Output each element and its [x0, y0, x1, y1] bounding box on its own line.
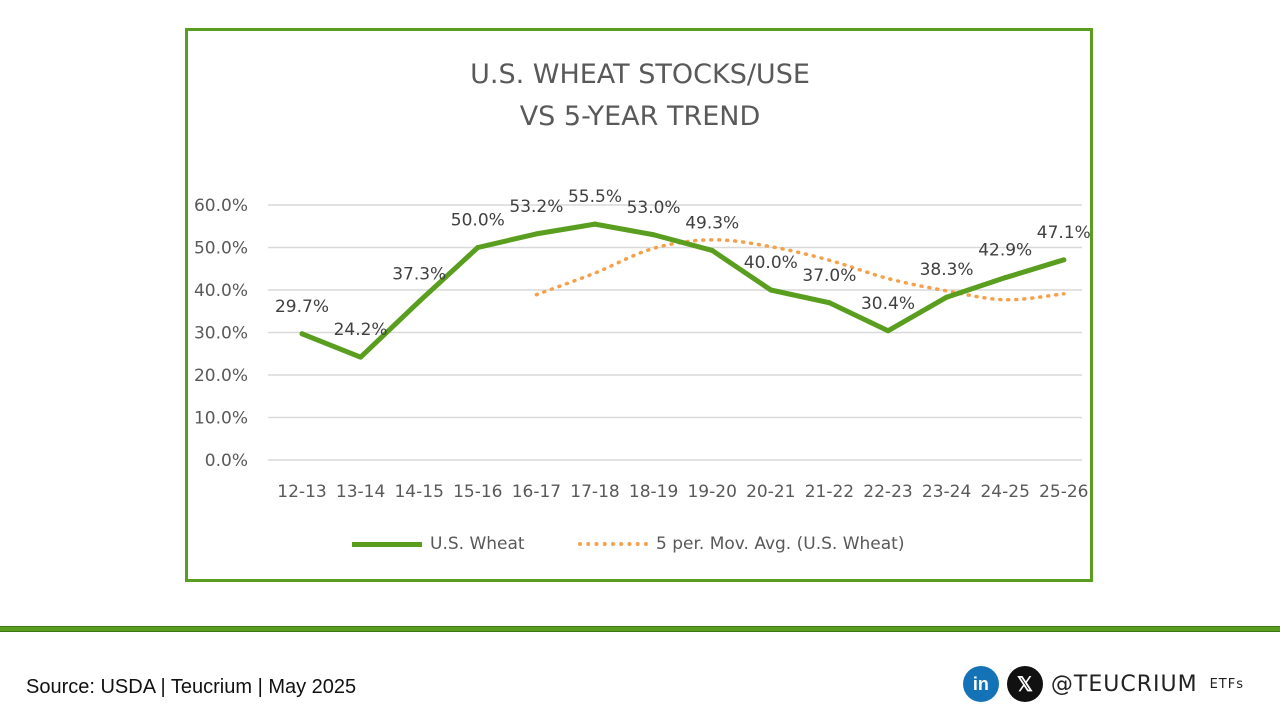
source-note: Source: USDA | Teucrium | May 2025 [26, 676, 357, 698]
data-point [885, 328, 891, 334]
green-divider [0, 626, 1280, 632]
social-links: in 𝕏 @TEUCRIUM ETFs [962, 666, 1244, 702]
x-tick-label: 20-21 [746, 482, 795, 502]
data-point [709, 247, 715, 253]
x-tick-label: 16-17 [512, 482, 561, 502]
y-tick-label: 10.0% [194, 409, 248, 429]
data-label: 49.3% [685, 213, 739, 233]
legend-item-us-wheat: U.S. Wheat [352, 534, 525, 554]
chart-title-line-1: U.S. WHEAT STOCKS/USE [470, 59, 810, 90]
x-tick-label: 23-24 [922, 482, 971, 502]
y-tick-label: 60.0% [194, 196, 248, 216]
x-tick-label: 22-23 [863, 482, 912, 502]
linkedin-icon[interactable]: in [962, 666, 999, 702]
brand-suffix: ETFs [1209, 676, 1244, 692]
chart-frame [185, 28, 1093, 582]
data-label: 55.5% [568, 187, 622, 207]
data-label: 37.3% [392, 264, 446, 284]
x-tick-label: 14-15 [394, 482, 443, 502]
legend-swatch-solid [352, 541, 422, 547]
y-tick-label: 30.0% [194, 324, 248, 344]
x-tick-label: 17-18 [570, 482, 619, 502]
data-point [1061, 257, 1067, 263]
data-label: 53.2% [509, 197, 563, 217]
data-point [533, 231, 539, 237]
data-point [944, 294, 950, 300]
data-point [358, 354, 364, 360]
data-label: 29.7% [275, 297, 329, 317]
chart-title-line-2: VS 5-YEAR TREND [519, 101, 761, 132]
brand-handle: @TEUCRIUM [1050, 671, 1198, 697]
data-label: 37.0% [802, 266, 856, 286]
legend-swatch-dotted [578, 542, 648, 546]
x-tick-label: 21-22 [805, 482, 854, 502]
data-label: 47.1% [1037, 223, 1091, 243]
data-label: 40.0% [744, 253, 798, 273]
data-label: 42.9% [978, 241, 1032, 261]
data-point [592, 221, 598, 227]
y-tick-label: 20.0% [194, 366, 248, 386]
legend-label-us-wheat: U.S. Wheat [430, 534, 525, 554]
legend-label-moving-average: 5 per. Mov. Avg. (U.S. Wheat) [656, 534, 905, 554]
data-label: 24.2% [334, 320, 388, 340]
series-us-wheat-line [299, 221, 1067, 360]
data-label: 30.4% [861, 294, 915, 314]
x-icon[interactable]: 𝕏 [1006, 666, 1043, 702]
x-tick-label: 12-13 [277, 482, 326, 502]
legend-item-moving-average: 5 per. Mov. Avg. (U.S. Wheat) [578, 534, 904, 554]
y-tick-label: 40.0% [194, 281, 248, 301]
y-tick-label: 0.0% [205, 451, 248, 471]
data-point [651, 232, 657, 238]
x-tick-label: 24-25 [980, 482, 1029, 502]
data-label: 53.0% [627, 198, 681, 218]
data-point [416, 298, 422, 304]
x-tick-label: 18-19 [629, 482, 678, 502]
data-label: 38.3% [920, 260, 974, 280]
y-tick-label: 50.0% [194, 239, 248, 259]
series-moving-average-line [534, 238, 1066, 302]
data-point [768, 287, 774, 293]
data-label: 50.0% [451, 211, 505, 231]
x-tick-label: 25-26 [1039, 482, 1088, 502]
data-point [826, 300, 832, 306]
data-point [1002, 275, 1008, 281]
chart-title: U.S. WHEAT STOCKS/USE VS 5-YEAR TREND [0, 54, 1280, 138]
data-point [299, 331, 305, 337]
x-tick-label: 13-14 [336, 482, 385, 502]
chart-legend: U.S. Wheat 5 per. Mov. Avg. (U.S. Wheat) [0, 534, 1280, 558]
x-tick-label: 19-20 [687, 482, 736, 502]
data-point [475, 245, 481, 250]
x-tick-label: 15-16 [453, 482, 502, 502]
